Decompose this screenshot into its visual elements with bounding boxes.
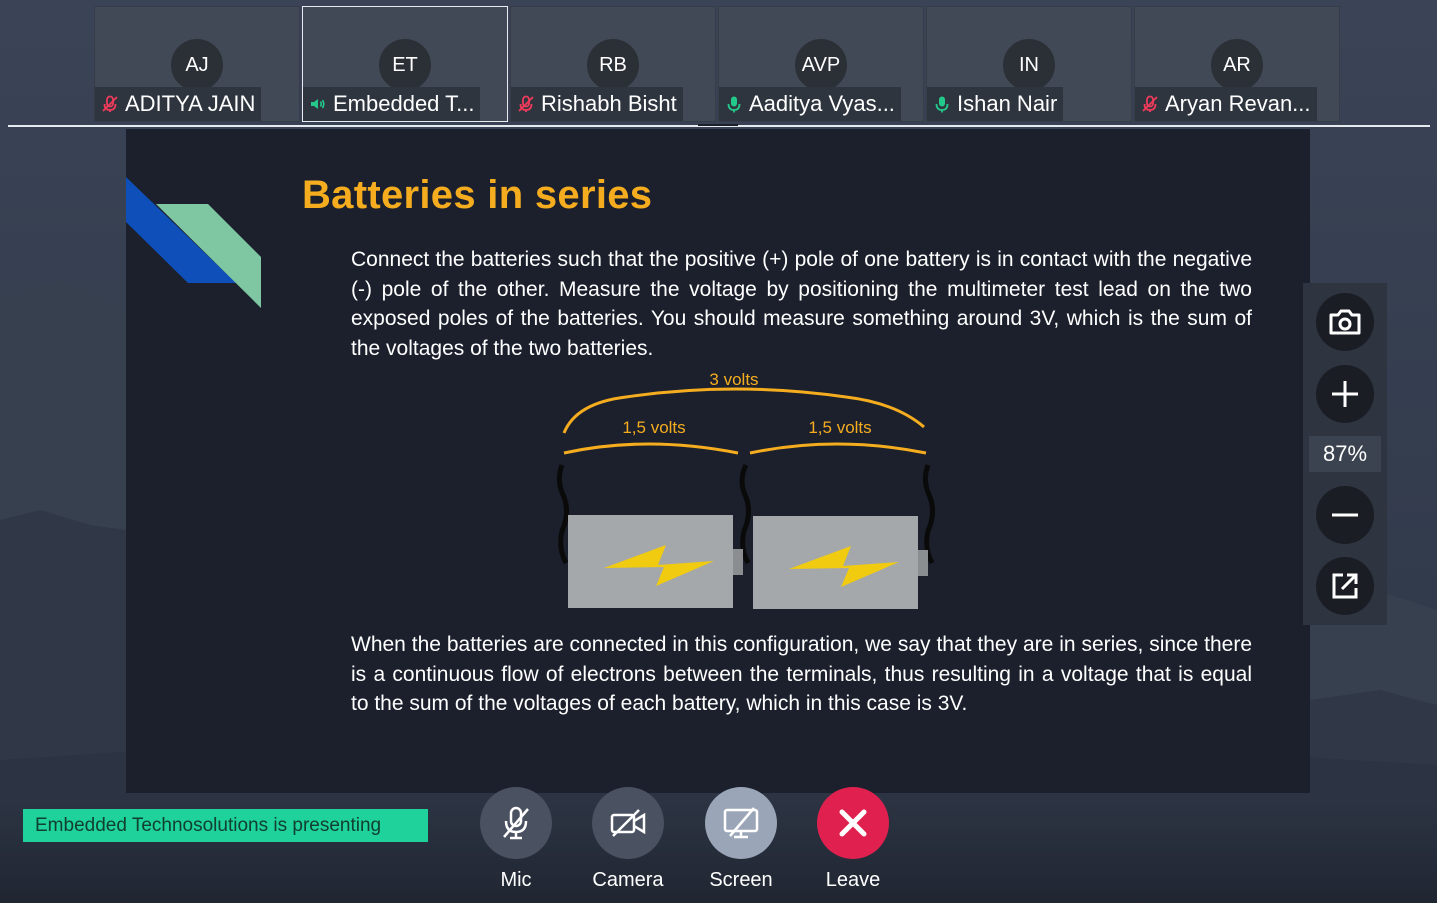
zoom-level: 87% bbox=[1309, 436, 1381, 472]
mic-control: Mic bbox=[461, 787, 571, 892]
participant-name: Embedded T... bbox=[333, 91, 475, 116]
zoom-panel: 87% bbox=[1303, 283, 1387, 625]
camera-button[interactable] bbox=[592, 787, 664, 859]
snapshot-button[interactable] bbox=[1316, 293, 1374, 351]
participant-name: Aryan Revan... bbox=[1165, 91, 1311, 116]
screen-label: Screen bbox=[709, 869, 773, 891]
camera-label: Camera bbox=[592, 869, 664, 891]
left-voltage-label: 1,5 volts bbox=[622, 418, 685, 437]
minus-icon bbox=[1332, 513, 1358, 517]
mic-button[interactable] bbox=[480, 787, 552, 859]
screen-share-off-icon bbox=[723, 807, 759, 839]
participant-name: Rishabh Bisht bbox=[541, 91, 677, 116]
participant-tile[interactable]: ET Embedded T... bbox=[302, 6, 508, 122]
participant-tile[interactable]: AJ ADITYA JAIN bbox=[94, 6, 300, 122]
participant-tile[interactable]: IN Ishan Nair bbox=[926, 6, 1132, 122]
mic-off-icon bbox=[503, 806, 529, 840]
screen-control: Screen bbox=[686, 787, 796, 892]
camera-icon bbox=[1329, 309, 1361, 335]
leave-button[interactable] bbox=[817, 787, 889, 859]
participant-nameplate: Aryan Revan... bbox=[1135, 87, 1317, 121]
slide-title: Batteries in series bbox=[302, 173, 653, 217]
shared-slide: Batteries in series Connect the batterie… bbox=[126, 129, 1310, 793]
mic-on-icon bbox=[727, 96, 741, 113]
mic-muted-icon bbox=[102, 95, 118, 112]
participant-name: ADITYA JAIN bbox=[125, 91, 256, 116]
avatar: IN bbox=[1003, 39, 1055, 91]
popout-button[interactable] bbox=[1316, 557, 1374, 615]
participant-name: Aaditya Vyas... bbox=[749, 91, 895, 116]
video-off-icon bbox=[610, 809, 646, 837]
mic-muted-icon bbox=[518, 95, 534, 112]
participant-strip: AJ ADITYA JAIN ET Embedded T... RB Rishabh Bi… bbox=[94, 6, 1344, 124]
slide-paragraph-2: When the batteries are connected in this… bbox=[351, 633, 1252, 715]
mic-label: Mic bbox=[500, 869, 532, 891]
participant-tile[interactable]: AR Aryan Revan... bbox=[1134, 6, 1340, 122]
avatar: AR bbox=[1211, 39, 1263, 91]
participant-nameplate: Ishan Nair bbox=[927, 87, 1064, 121]
battery-diagram: 3 volts 1,5 volts 1,5 volts bbox=[556, 370, 936, 609]
mic-muted-icon bbox=[1142, 95, 1158, 112]
mic-on-icon bbox=[935, 96, 949, 113]
leave-control: Leave bbox=[798, 787, 908, 892]
right-voltage-label: 1,5 volts bbox=[808, 418, 871, 437]
slide-paragraph-1: Connect the batteries such that the posi… bbox=[351, 248, 1252, 360]
speaker-icon bbox=[311, 99, 325, 109]
zoom-in-button[interactable] bbox=[1316, 365, 1374, 423]
participant-name: Ishan Nair bbox=[957, 91, 1058, 116]
presenting-banner: Embedded Technosolutions is presenting bbox=[23, 809, 428, 842]
external-link-icon bbox=[1332, 573, 1358, 599]
screen-share-button[interactable] bbox=[705, 787, 777, 859]
participant-nameplate: Embedded T... bbox=[303, 87, 481, 121]
avatar: RB bbox=[587, 39, 639, 91]
leave-label: Leave bbox=[825, 869, 881, 891]
avatar: AVP bbox=[795, 39, 847, 91]
close-icon bbox=[839, 809, 867, 837]
camera-control: Camera bbox=[573, 787, 683, 892]
strip-divider bbox=[8, 125, 1430, 127]
plus-icon bbox=[1332, 381, 1358, 407]
participant-tile[interactable]: RB Rishabh Bisht bbox=[510, 6, 716, 122]
participant-nameplate: Rishabh Bisht bbox=[511, 87, 683, 121]
participant-nameplate: Aaditya Vyas... bbox=[719, 87, 901, 121]
slide-decoration bbox=[126, 177, 261, 308]
participant-nameplate: ADITYA JAIN bbox=[95, 87, 262, 121]
strip-divider-notch bbox=[698, 124, 738, 126]
avatar: ET bbox=[379, 39, 431, 91]
zoom-out-button[interactable] bbox=[1316, 486, 1374, 544]
total-voltage-label: 3 volts bbox=[709, 370, 758, 389]
avatar: AJ bbox=[171, 39, 223, 91]
participant-tile[interactable]: AVP Aaditya Vyas... bbox=[718, 6, 924, 122]
